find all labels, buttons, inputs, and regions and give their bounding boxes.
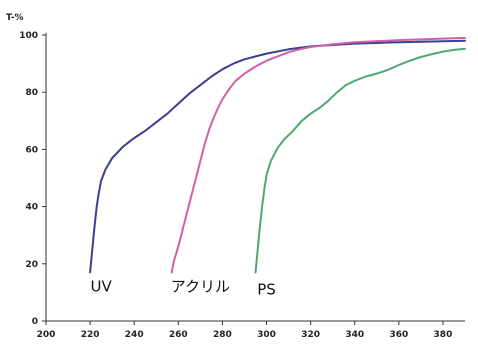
y-tick-label: 40 (25, 203, 38, 213)
y-tick-label: 0 (32, 317, 38, 327)
x-tick-label: 200 (37, 330, 56, 340)
y-tick-label: 80 (25, 88, 38, 98)
series-line (89, 39, 466, 274)
x-tick-label: 280 (213, 330, 232, 340)
x-tick-label: 240 (125, 330, 144, 340)
series-label: アクリル (171, 278, 230, 296)
x-axis: 200 220 240 260 280 300 320 340 360 380 (37, 320, 465, 340)
y-tick-label: 100 (19, 31, 38, 41)
y-tick-label: 60 (25, 145, 38, 155)
y-tick-label: 20 (25, 260, 38, 270)
x-tick-label: 360 (389, 330, 408, 340)
series-label: UV (91, 278, 113, 296)
x-tick-label: 300 (257, 330, 276, 340)
x-tick-label: 320 (301, 330, 320, 340)
series-lines (89, 36, 466, 274)
series-line (170, 36, 466, 274)
x-tick-label: 380 (434, 330, 453, 340)
y-axis: 0 20 40 60 80 100 (19, 31, 47, 327)
x-tick-label: 260 (169, 330, 188, 340)
x-tick-label: 340 (345, 330, 364, 340)
series-label: PS (257, 281, 276, 299)
y-axis-title: T-% (6, 13, 24, 23)
series-labels: UV アクリル PS (91, 278, 276, 299)
series-line (254, 47, 466, 274)
x-tick-label: 220 (81, 330, 100, 340)
